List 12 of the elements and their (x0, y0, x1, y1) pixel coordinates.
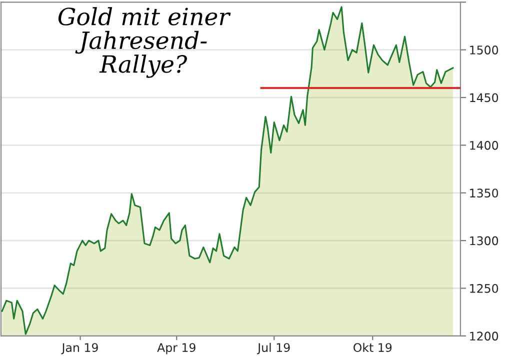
y-tick-label: 1300 (470, 236, 498, 246)
y-tick-label: 1500 (470, 46, 498, 54)
y-tick-label: 1400 (470, 140, 498, 150)
y-tick-label: 1200 (470, 332, 498, 341)
text: Gold mit einer Jahresend- Rallye? (58, 7, 231, 78)
x-tick-label: Okt 19 (354, 342, 392, 352)
y-tick-label: 1450 (470, 93, 498, 102)
x-tick-label: Jan 19 (61, 343, 98, 354)
x-tick-label: Jul 19 (256, 342, 290, 354)
x-tick-label: Apr 19 (157, 343, 196, 354)
y-tick-label: 1350 (470, 188, 498, 198)
y-tick-label: 1250 (470, 284, 498, 293)
